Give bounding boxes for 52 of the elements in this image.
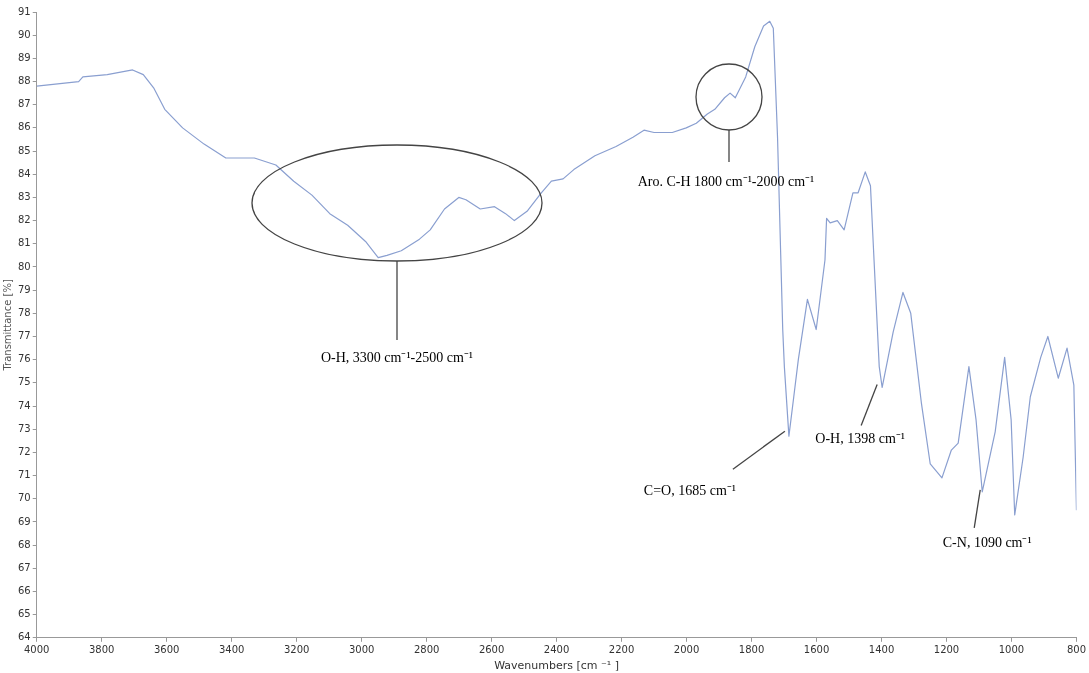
- y-tick-label: 75: [17, 376, 31, 388]
- y-tick-label: 81: [17, 237, 31, 249]
- x-tick-label: 1600: [803, 644, 830, 656]
- y-tick-label: 87: [17, 98, 31, 110]
- x-tick-label: 2600: [478, 644, 505, 656]
- y-tick-label: 90: [17, 28, 31, 40]
- y-tick-label: 83: [17, 191, 31, 203]
- y-tick-label: 85: [17, 144, 31, 156]
- annotation: C=O, 1685 cm⁻¹: [643, 482, 736, 498]
- x-tick-label: 4000: [24, 644, 50, 656]
- annotation: O-H, 1398 cm⁻¹: [815, 431, 905, 447]
- y-tick-label: 84: [17, 167, 31, 179]
- x-tick-label: 800: [1066, 644, 1086, 656]
- y-axis-title: Transmittance [%]: [1, 279, 13, 372]
- x-tick-label: 3000: [348, 644, 375, 656]
- x-tick-label: 1400: [868, 644, 895, 656]
- y-tick-label: 65: [17, 608, 31, 620]
- x-tick-label: 3200: [283, 644, 310, 656]
- y-tick-label: 88: [17, 75, 31, 87]
- y-tick-label: 67: [17, 561, 31, 573]
- y-tick-label: 69: [17, 515, 31, 527]
- y-tick-label: 70: [17, 492, 31, 504]
- x-tick-label: 3800: [88, 644, 115, 656]
- y-tick-label: 76: [17, 353, 31, 365]
- y-tick-label: 78: [17, 306, 31, 318]
- y-tick-label: 77: [17, 330, 31, 342]
- y-tick-label: 73: [17, 422, 31, 434]
- annotation: O-H, 3300 cm⁻¹-2500 cm⁻¹: [320, 349, 474, 365]
- y-tick-label: 71: [17, 469, 31, 481]
- y-tick-label: 64: [17, 631, 31, 643]
- x-tick-label: 1800: [738, 644, 765, 656]
- x-tick-label: 1200: [933, 644, 960, 656]
- y-tick-label: 89: [17, 51, 31, 63]
- x-tick-label: 2200: [608, 644, 635, 656]
- x-tick-label: 2000: [673, 644, 700, 656]
- y-tick-label: 80: [17, 260, 31, 272]
- y-tick-label: 72: [17, 445, 31, 457]
- y-tick-label: 86: [17, 121, 31, 133]
- annotation: Aro. C-H 1800 cm⁻¹-2000 cm⁻¹: [637, 173, 815, 189]
- x-axis-title: Wavenumbers [cm ⁻¹ ]: [494, 659, 620, 673]
- x-tick-label: 3600: [153, 644, 180, 656]
- y-tick-label: 66: [17, 585, 31, 597]
- x-tick-label: 2800: [413, 644, 440, 656]
- y-tick-label: 82: [17, 214, 31, 226]
- x-tick-label: 3400: [218, 644, 245, 656]
- x-tick-label: 2400: [543, 644, 570, 656]
- y-tick-label: 68: [17, 538, 31, 550]
- y-tick-label: 79: [17, 283, 31, 295]
- y-tick-label: 74: [17, 399, 31, 411]
- annotation: C-N, 1090 cm⁻¹: [942, 535, 1032, 551]
- y-tick-label: 91: [17, 5, 31, 17]
- x-tick-label: 1000: [998, 644, 1025, 656]
